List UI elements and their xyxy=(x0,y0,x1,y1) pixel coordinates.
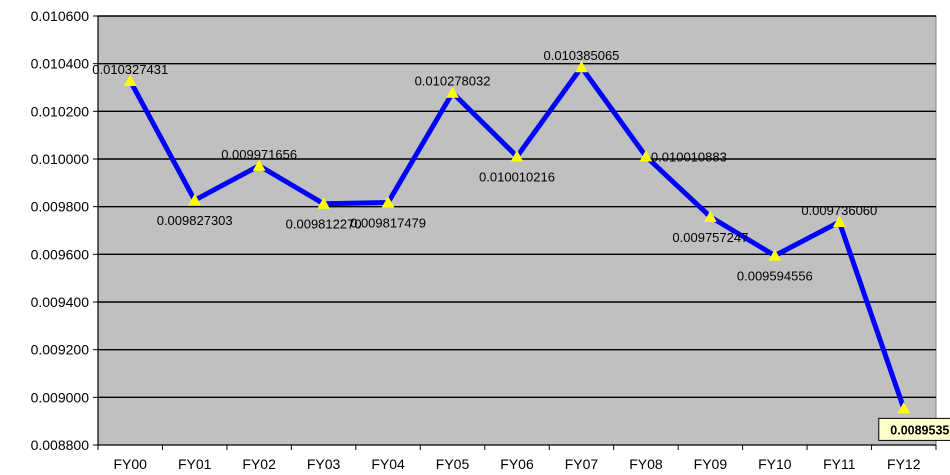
data-point-marker xyxy=(317,197,331,209)
data-label: 0.009971656 xyxy=(221,147,297,162)
x-axis: FY00 FY01 FY02 FY03 FY04 FY05 FY06 FY07 FY08 FY09… xyxy=(97,444,937,472)
data-labels: 0.010327431 0.009827303 0.009971656 0.00981… xyxy=(92,48,950,441)
x-tick-label: FY09 xyxy=(694,456,728,472)
data-label: 0.009757247 xyxy=(672,230,748,245)
x-tick-label: FY04 xyxy=(371,456,405,472)
data-point-marker xyxy=(639,149,653,162)
data-label: 0.010327431 xyxy=(92,62,168,77)
series xyxy=(123,60,911,414)
highlight-label-box xyxy=(878,417,950,441)
x-tick-label: FY08 xyxy=(629,456,663,472)
data-label: 0.009594556 xyxy=(737,269,813,284)
data-point-marker xyxy=(768,249,782,261)
data-label: 0.009817479 xyxy=(350,216,426,231)
data-label: 0.009827303 xyxy=(157,213,233,228)
y-tick-label: 0.010400 xyxy=(31,56,90,72)
data-point-marker xyxy=(832,215,846,227)
data-point-marker xyxy=(703,210,717,222)
x-tick-label: FY05 xyxy=(436,456,470,472)
data-point-marker xyxy=(188,193,202,206)
x-tick-label: FY00 xyxy=(113,456,147,472)
data-point-marker xyxy=(123,74,137,87)
y-axis: 0.008800 0.009000 0.009200 0.009400 0.009600… xyxy=(31,8,99,453)
data-point-marker xyxy=(446,86,459,98)
y-tick-label: 0.009400 xyxy=(31,294,90,310)
data-label: 0.008953572 xyxy=(890,423,950,437)
y-tick-label: 0.010200 xyxy=(31,103,90,119)
y-tick-label: 0.008800 xyxy=(31,437,90,453)
data-label: 0.010278032 xyxy=(415,74,491,89)
x-tick-label: FY01 xyxy=(178,456,212,472)
y-tick-label: 0.009800 xyxy=(31,199,90,215)
data-point-marker xyxy=(510,150,524,162)
data-label: 0.009812270 xyxy=(286,217,362,232)
y-tick-label: 0.009600 xyxy=(31,246,90,262)
y-tick-label: 0.010000 xyxy=(31,151,90,167)
y-tick-label: 0.009000 xyxy=(31,389,90,405)
data-label: 0.009736060 xyxy=(801,203,877,218)
x-tick-label: FY11 xyxy=(823,456,856,472)
x-tick-label: FY10 xyxy=(758,456,792,472)
data-point-marker xyxy=(381,195,395,208)
y-tick-label: 0.009200 xyxy=(31,342,90,358)
data-label: 0.010385065 xyxy=(544,48,620,63)
data-point-marker xyxy=(575,60,588,73)
data-point-marker xyxy=(897,401,911,414)
x-tick-label: FY12 xyxy=(887,456,921,472)
data-label: 0.010010883 xyxy=(651,149,727,164)
x-tick-label: FY07 xyxy=(565,456,599,472)
x-tick-label: FY06 xyxy=(500,456,534,472)
plot-area xyxy=(97,15,937,446)
data-label: 0.010010216 xyxy=(479,170,555,185)
x-tick-label: FY03 xyxy=(307,456,341,472)
x-tick-label: FY02 xyxy=(242,456,276,472)
y-tick-label: 0.010600 xyxy=(31,8,90,24)
data-point-marker xyxy=(252,159,266,171)
